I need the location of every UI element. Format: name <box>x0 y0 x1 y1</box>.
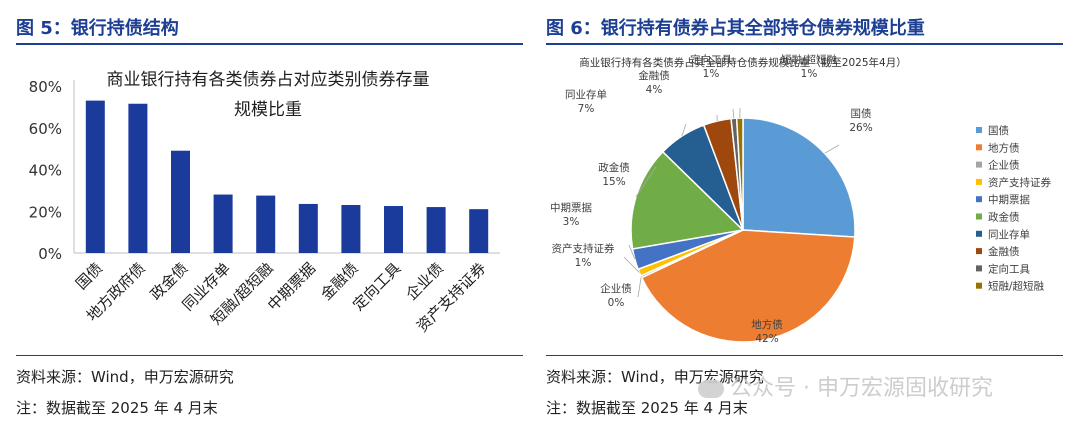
legend-label: 资产支持证券 <box>988 176 1051 189</box>
left-figure-panel: 图 5：银行持债结构 0% 20% 40% 60% 80% 商业银行持有各类债券占对应类别… <box>0 0 530 432</box>
slice-label: 资产支持证券 <box>552 242 615 255</box>
slice-percent: 3% <box>563 216 580 228</box>
legend-label: 地方债 <box>988 141 1020 154</box>
x-tick-label: 中期票据 <box>264 259 319 314</box>
wechat-icon <box>698 380 724 398</box>
slice-label: 定向工具 <box>690 53 732 66</box>
leader-line <box>824 144 840 154</box>
bar <box>341 204 361 253</box>
slice-percent: 4% <box>646 84 663 96</box>
legend-label: 金融债 <box>988 245 1020 258</box>
legend-swatch <box>976 282 982 289</box>
slice-label: 政金债 <box>598 161 630 174</box>
bar <box>256 195 276 253</box>
chart-title-line: 规模比重 <box>234 100 302 120</box>
bar-chart: 0%20%40%60%80% 商业银行持有各类债券占对应类别债券存量规模比重国债地… <box>29 70 500 335</box>
bottom-rule <box>16 355 523 356</box>
slice-percent: 1% <box>575 257 592 269</box>
bar <box>298 203 318 253</box>
leader-line <box>681 123 687 137</box>
slice-percent: 7% <box>578 103 595 115</box>
leader-line <box>637 276 642 298</box>
bar <box>469 209 489 253</box>
legend-swatch <box>976 161 982 168</box>
slice-label: 国债 <box>851 107 872 120</box>
y-tick-label: 20% <box>29 203 62 221</box>
slice-percent: 26% <box>849 122 872 134</box>
leader-line <box>623 256 640 273</box>
watermark-text: 公众号 · 申万宏源固收研究 <box>730 376 993 401</box>
legend-swatch <box>976 265 982 272</box>
legend-label: 企业债 <box>988 159 1020 172</box>
slice-label: 企业债 <box>600 282 632 295</box>
legend-label: 国债 <box>988 124 1009 137</box>
slice-percent: 1% <box>801 68 818 80</box>
leader-line <box>635 166 657 197</box>
pie-chart: 商业银行持有各类债券占其全部持仓债券规模比重（截至2025年4月） 国债 26% 地方… <box>550 53 1051 345</box>
slice-label: 金融债 <box>638 69 670 82</box>
legend-swatch <box>976 213 982 220</box>
bar <box>128 103 148 254</box>
pie-slice <box>742 117 856 238</box>
bar <box>213 194 233 253</box>
legend-swatch <box>976 144 982 151</box>
title-rule <box>546 43 1063 45</box>
slice-percent: 0% <box>608 297 625 309</box>
slice-percent: 1% <box>703 68 720 80</box>
legend-swatch <box>976 127 982 133</box>
leader-line <box>732 108 735 119</box>
pie-title: 商业银行持有各类债券占其全部持仓债券规模比重（截至2025年4月） <box>579 56 906 69</box>
slice-percent: 15% <box>602 176 625 188</box>
y-tick-label: 40% <box>29 162 62 180</box>
legend-label: 同业存单 <box>988 228 1030 241</box>
source-text: 资料来源：Wind，申万宏源研究 <box>16 368 234 386</box>
legend-swatch <box>976 196 982 203</box>
figure-5-title: 图 5：银行持债结构 <box>16 18 179 39</box>
slice-label: 中期票据 <box>550 201 592 214</box>
note-text: 注：数据截至 2025 年 4 月末 <box>546 399 748 417</box>
figure-6-title: 图 6：银行持有债券占其全部持仓债券规模比重 <box>546 18 925 39</box>
legend-swatch <box>976 230 982 237</box>
title-rule <box>16 43 523 45</box>
x-tick-label: 定向工具 <box>349 259 404 314</box>
chart-title-line: 商业银行持有各类债券占对应类别债券存量 <box>107 70 430 90</box>
legend-label: 短融/超短融 <box>988 280 1045 293</box>
y-tick-label: 0% <box>38 245 62 263</box>
y-tick-label: 60% <box>29 120 62 138</box>
legend-swatch <box>976 178 982 185</box>
right-figure-panel: 图 6：银行持有债券占其全部持仓债券规模比重 商业银行持有各类债券占其全部持仓债… <box>540 0 1075 432</box>
slice-label: 短融/超短融 <box>781 53 838 66</box>
bar <box>85 100 105 253</box>
legend-label: 政金债 <box>988 211 1020 224</box>
slice-label: 地方债 <box>751 318 783 331</box>
note-text: 注：数据截至 2025 年 4 月末 <box>16 399 218 417</box>
legend-label: 定向工具 <box>988 262 1030 275</box>
bottom-rule <box>546 355 1063 356</box>
legend-swatch <box>976 248 982 255</box>
leader-line <box>628 244 636 260</box>
slice-label: 同业存单 <box>565 88 607 101</box>
bar <box>426 207 446 253</box>
bar <box>171 150 190 253</box>
y-tick-label: 80% <box>29 78 62 96</box>
legend-label: 中期票据 <box>988 193 1030 206</box>
x-tick-label: 国债 <box>72 259 106 293</box>
watermark: 公众号 · 申万宏源固收研究 <box>698 370 993 402</box>
slice-percent: 42% <box>755 333 778 345</box>
pie-slice <box>640 229 856 343</box>
bar <box>384 206 403 253</box>
